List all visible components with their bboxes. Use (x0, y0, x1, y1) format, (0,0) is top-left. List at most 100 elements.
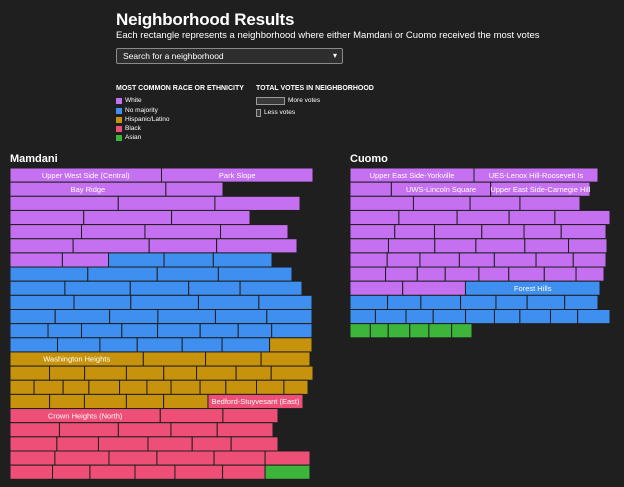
neighborhood-cell-hispanic-latino[interactable] (225, 379, 258, 395)
neighborhood-cell-no-majority[interactable] (130, 294, 199, 311)
neighborhood-cell-white[interactable] (523, 224, 562, 240)
neighborhood-cell-no-majority[interactable] (495, 294, 528, 311)
neighborhood-cell-white[interactable] (386, 252, 421, 268)
neighborhood-cell-white[interactable] (83, 209, 173, 226)
neighborhood-cell-no-majority[interactable] (157, 309, 216, 325)
neighborhood-cell-no-majority[interactable] (136, 337, 183, 353)
neighborhood-cell-hispanic-latino[interactable] (163, 393, 209, 410)
neighborhood-cell-no-majority[interactable] (526, 294, 566, 311)
neighborhood-cell-hispanic-latino[interactable] (235, 365, 272, 381)
neighborhood-cell-white[interactable] (402, 280, 466, 296)
neighborhood-cell-white[interactable] (9, 195, 119, 211)
neighborhood-cell-black[interactable] (108, 450, 158, 466)
neighborhood-cell-hispanic-latino[interactable] (269, 337, 313, 353)
neighborhood-cell-no-majority[interactable] (212, 252, 273, 268)
neighborhood-cell-no-majority[interactable] (577, 309, 611, 325)
neighborhood-cell-white[interactable] (9, 238, 74, 254)
neighborhood-cell-no-majority[interactable] (9, 337, 59, 353)
neighborhood-cell-black[interactable] (134, 464, 176, 480)
neighborhood-cell-asian[interactable] (451, 323, 473, 339)
neighborhood-cell-hispanic-latino[interactable] (83, 393, 127, 410)
neighborhood-cell-no-majority[interactable] (465, 309, 495, 325)
neighborhood-cell-no-majority[interactable] (54, 309, 111, 325)
neighborhood-cell-white[interactable] (458, 252, 495, 268)
neighborhood-cell-white[interactable] (171, 209, 251, 226)
neighborhood-cell-no-majority[interactable] (271, 323, 313, 339)
neighborhood-cell-no-majority[interactable] (188, 280, 241, 296)
neighborhood-cell-black[interactable] (216, 422, 274, 438)
neighborhood-cell-asian[interactable] (387, 323, 411, 339)
neighborhood-cell-no-majority[interactable] (420, 294, 462, 311)
neighborhood-cell-black[interactable] (58, 422, 119, 438)
neighborhood-cell-no-majority[interactable] (156, 266, 219, 282)
neighborhood-cell-white[interactable] (61, 252, 110, 268)
neighborhood-cell-white[interactable] (416, 266, 446, 282)
neighborhood-cell-white[interactable] (575, 266, 605, 282)
neighborhood-cell-white[interactable] (560, 224, 607, 240)
neighborhood-cell-black[interactable] (56, 436, 99, 452)
neighborhood-cell-hispanic-latino[interactable] (196, 365, 237, 381)
neighborhood-cell-no-majority[interactable] (549, 309, 579, 325)
neighborhood-cell-asian[interactable] (409, 323, 430, 339)
neighborhood-cell-black[interactable] (9, 436, 58, 452)
neighborhood-cell-no-majority[interactable] (129, 280, 190, 296)
neighborhood-cell-hispanic-latino[interactable] (49, 393, 85, 410)
neighborhood-cell-hispanic-latino[interactable] (125, 365, 165, 381)
neighborhood-cell-black[interactable] (222, 408, 279, 424)
neighborhood-cell-hispanic-latino[interactable] (9, 393, 51, 410)
neighborhood-cell-white[interactable] (572, 252, 607, 268)
neighborhood-cell-hispanic-latino[interactable] (33, 379, 64, 395)
neighborhood-cell-black[interactable] (230, 436, 279, 452)
neighborhood-cell-hispanic-latino[interactable] (49, 365, 86, 381)
neighborhood-cell-black[interactable] (9, 464, 54, 480)
neighborhood-cell-white[interactable] (433, 224, 483, 240)
neighborhood-cell-white[interactable] (493, 252, 537, 268)
neighborhood-cell-no-majority[interactable] (374, 309, 407, 325)
neighborhood-cell-black[interactable] (170, 422, 218, 438)
neighborhood-cell-black[interactable] (117, 422, 172, 438)
neighborhood-cell-no-majority[interactable] (47, 323, 83, 339)
neighborhood-cell-hispanic-latino[interactable] (9, 365, 51, 381)
neighborhood-cell-black[interactable] (222, 464, 266, 480)
neighborhood-cell-no-majority[interactable] (9, 266, 89, 282)
neighborhood-cell-black[interactable] (9, 450, 56, 466)
neighborhood-cell-no-majority[interactable] (258, 294, 313, 311)
neighborhood-cell-no-majority[interactable] (108, 252, 165, 268)
neighborhood-cell-hispanic-latino[interactable] (170, 379, 201, 395)
neighborhood-cell-no-majority[interactable] (214, 309, 268, 325)
neighborhood-cell-black[interactable] (156, 450, 215, 466)
neighborhood-cell-white[interactable] (475, 238, 526, 254)
neighborhood-cell-asian[interactable] (369, 323, 389, 339)
neighborhood-cell-white[interactable] (478, 266, 510, 282)
neighborhood-cell-hispanic-latino[interactable] (283, 379, 309, 395)
neighborhood-cell-hispanic-latino[interactable] (88, 379, 121, 395)
neighborhood-cell-white[interactable] (349, 181, 392, 197)
neighborhood-cell-white[interactable] (81, 224, 146, 240)
neighborhood-cell-white[interactable] (216, 238, 298, 254)
neighborhood-cell-no-majority[interactable] (237, 323, 273, 339)
neighborhood-cell-no-majority[interactable] (239, 280, 303, 296)
neighborhood-cell-white[interactable] (535, 252, 574, 268)
neighborhood-cell-no-majority[interactable] (157, 323, 201, 339)
neighborhood-cell-black[interactable] (97, 436, 149, 452)
neighborhood-cell-no-majority[interactable] (9, 294, 75, 311)
neighborhood-cell-hispanic-latino[interactable] (205, 351, 262, 367)
neighborhood-cell-no-majority[interactable] (163, 252, 214, 268)
neighborhood-cell-no-majority[interactable] (121, 323, 159, 339)
neighborhood-cell-no-majority[interactable] (266, 309, 313, 325)
neighborhood-cell-white[interactable] (148, 238, 218, 254)
neighborhood-cell-hispanic-latino[interactable] (256, 379, 285, 395)
neighborhood-cell-no-majority[interactable] (57, 337, 101, 353)
neighborhood-cell-white[interactable] (214, 195, 301, 211)
neighborhood-cell-white[interactable] (469, 195, 521, 211)
neighborhood-cell-white[interactable] (481, 224, 525, 240)
neighborhood-cell-white[interactable] (9, 224, 83, 240)
neighborhood-cell-no-majority[interactable] (564, 294, 599, 311)
neighborhood-cell-white[interactable] (72, 238, 150, 254)
neighborhood-cell-hispanic-latino[interactable] (62, 379, 90, 395)
neighborhood-cell-asian[interactable] (428, 323, 453, 339)
neighborhood-cell-white[interactable] (419, 252, 460, 268)
neighborhood-cell-white[interactable] (394, 224, 435, 240)
neighborhood-cell-no-majority[interactable] (349, 294, 389, 311)
neighborhood-cell-white[interactable] (568, 238, 608, 254)
